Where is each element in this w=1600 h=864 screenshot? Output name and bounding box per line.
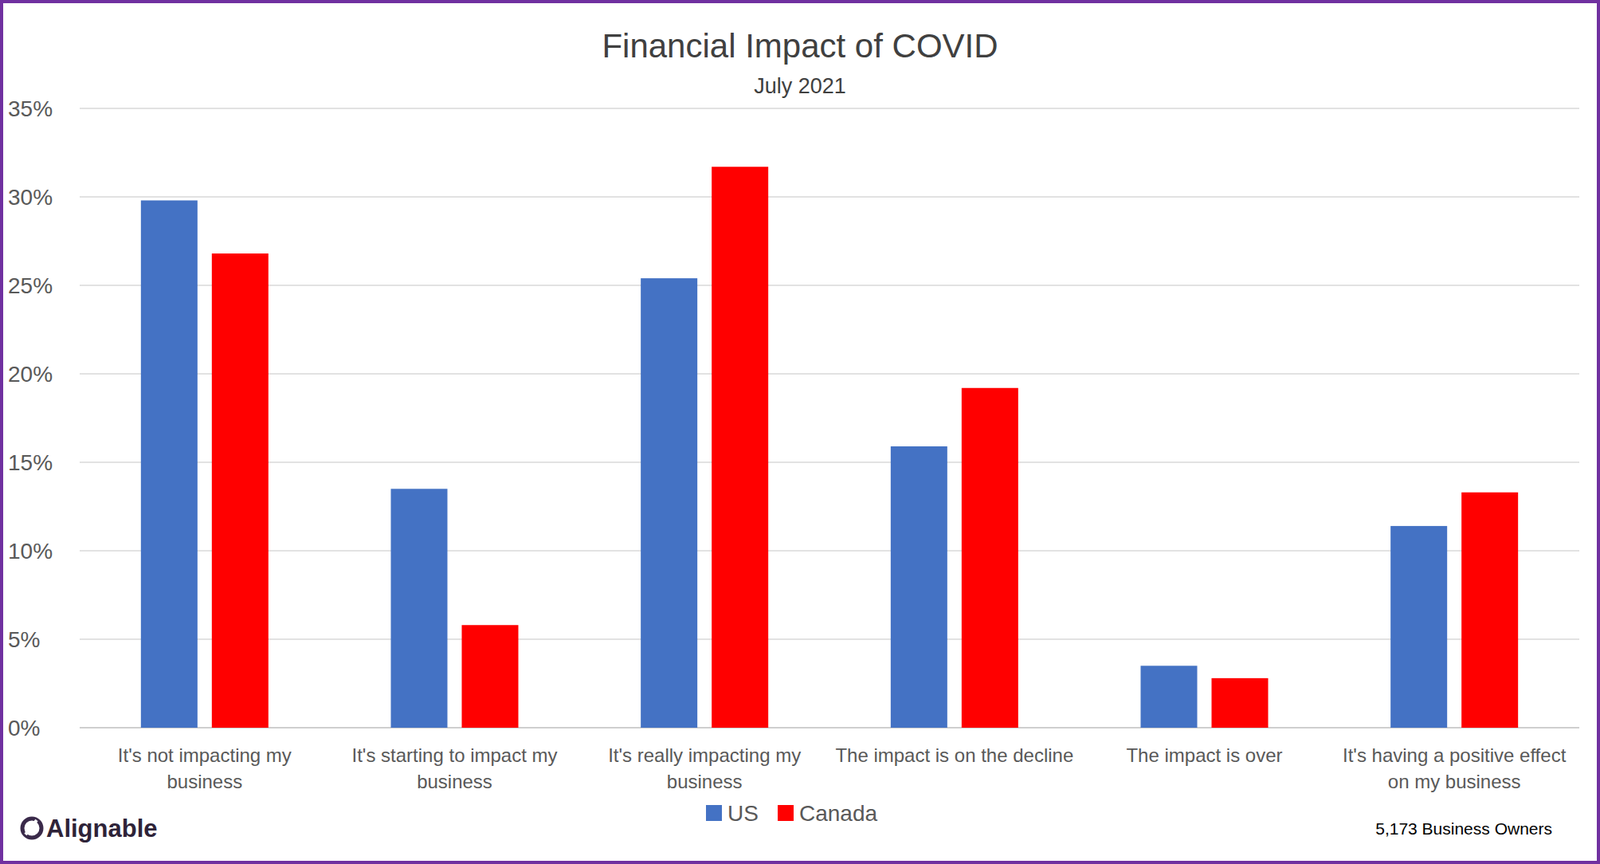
x-tick-label: It's not impacting my business [117, 744, 292, 793]
logo-ring [22, 818, 42, 838]
bar [961, 388, 1019, 728]
y-tick-label: 10% [7, 538, 53, 564]
grid-line [79, 284, 1580, 287]
grid-line [79, 726, 1580, 729]
grid-line [79, 107, 1580, 110]
logo-cut [25, 819, 37, 835]
x-tick-label-line: on my business [1388, 770, 1522, 793]
grid-line [79, 196, 1580, 198]
bar [1211, 678, 1269, 728]
frame [1, 1, 1599, 863]
x-tick-label-line: It's not impacting my [117, 744, 292, 766]
y-tick-label: 5% [7, 627, 40, 652]
x-tick-label-line: It's having a positive effect [1342, 744, 1567, 766]
bars [141, 166, 1518, 728]
grid-line [79, 638, 1580, 640]
y-tick-label: 20% [7, 361, 53, 387]
x-tick-label: It's having a positive effect on my busin… [1342, 744, 1567, 793]
bar [141, 200, 198, 728]
y-tick-label: 25% [7, 273, 53, 299]
x-tick-label: The impact is on the decline [835, 744, 1074, 766]
x-tick-label: It's starting to impact my business [352, 744, 558, 793]
subtitle: July 2021 [753, 74, 847, 99]
x-tick-label: It's really impacting my business [607, 744, 801, 793]
grid-line [79, 549, 1580, 552]
bar [391, 488, 448, 728]
x-tick-label-line: It's starting to impact my [352, 744, 558, 766]
y-tick-label: 15% [7, 450, 53, 475]
x-tick-label: The impact is over [1125, 744, 1283, 766]
logo-icon [22, 818, 42, 838]
annotation: 5,173 Business Owners [1375, 819, 1553, 838]
legend-swatch [777, 804, 794, 821]
x-tick-label-line: business [416, 770, 493, 793]
bar [211, 253, 269, 728]
y-tick-label: 30% [7, 184, 53, 210]
bar [640, 278, 698, 728]
x-tick-label-line: It's really impacting my [607, 744, 801, 766]
bar [890, 446, 948, 728]
chart: Financial Impact of COVID July 2021 0% 5% 10… [0, 0, 1600, 864]
logo-text: Alignable [46, 814, 158, 843]
x-tick-label-line: business [666, 770, 743, 793]
y-tick-label: 35% [7, 96, 53, 122]
bar [1141, 665, 1198, 728]
legend-label: Canada [799, 800, 879, 826]
legend-swatch [705, 804, 722, 821]
bar [1461, 492, 1518, 728]
grid-line [79, 461, 1580, 463]
x-tick-label-line: business [166, 770, 243, 793]
x-tick-label-line: The impact is on the decline [835, 744, 1074, 766]
x-tick-label-line: The impact is over [1125, 744, 1283, 766]
bar [462, 624, 519, 728]
grid-line [79, 372, 1580, 375]
y-tick-label: 0% [7, 715, 40, 741]
legend-label: US [727, 800, 759, 826]
bar [711, 166, 769, 728]
title: Financial Impact of COVID [601, 27, 998, 65]
bar [1390, 525, 1448, 728]
